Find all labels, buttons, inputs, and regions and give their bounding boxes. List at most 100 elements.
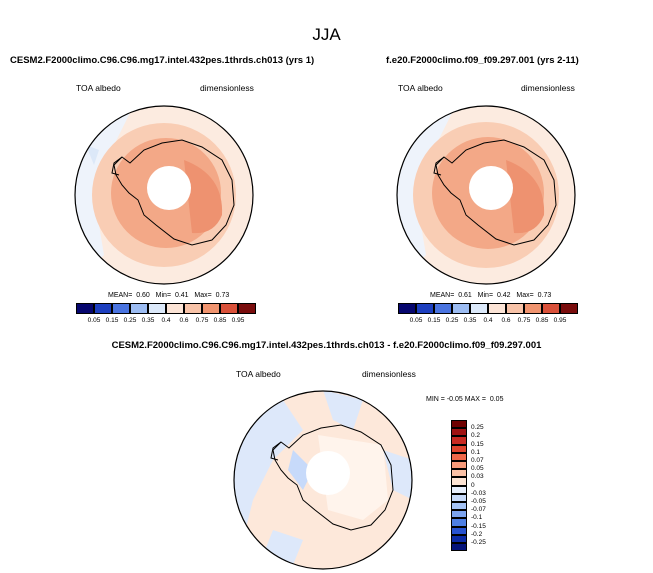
panel2-colorbar-ticks: 0.05 0.15 0.25 0.35 0.4 0.6 0.75 0.85 0.95 [398,317,578,327]
diff-colorbar-swatch [451,477,467,486]
diff-colorbar-tick: 0.2 [471,432,481,440]
panel2-colorbar-swatch [416,303,434,314]
panel1-colorbar-swatch [184,303,202,314]
panel1-colorbar-swatch [112,303,130,314]
diff-colorbar-tick: -0.2 [471,530,483,538]
diff-colorbar-tick: 0.15 [471,440,484,448]
panel2-colorbar-tick: 0.4 [483,317,493,324]
diff-min-value: -0.05 [446,396,463,403]
diff-colorbar: 0.25 0.2 0.15 0.1 0.07 0.05 0.03 0 -0.03 -0.05 -0.… [451,420,511,560]
diff-negative-region-west [234,400,303,550]
diff-colorbar-swatch [451,493,467,502]
panel2-variable: TOA albedo [398,83,443,93]
diff-negative-patch [288,450,313,490]
panel2-low-albedo-region [397,106,456,284]
diff-colorbar-tick: -0.25 [471,539,486,546]
panel1-colorbar-swatch [76,303,94,314]
panel2-colorbar-tick: 0.95 [553,317,567,324]
panel1-coastline [113,139,235,246]
diff-colorbar-swatch [451,502,467,511]
diff-colorbar-tick: -0.15 [471,522,486,530]
panel2-mean-label: MEAN= [430,292,455,299]
diff-colorbar-swatch [451,526,467,535]
diff-colorbar-swatch [451,543,467,552]
panel1-mean-label: MEAN= [108,292,133,299]
diff-colorbar-tick: 0.05 [471,465,484,473]
panel2-colorbar-tick: 0.05 [409,317,423,324]
diff-colorbar-swatch [451,420,467,429]
diff-max-value: 0.05 [489,396,504,403]
diff-colorbar-swatch [451,452,467,461]
panel2-colorbar-swatch [470,303,488,314]
panel1-colorbar-swatch [238,303,256,314]
panel2-coastline [435,139,557,246]
panel1-map-border [74,105,254,285]
diff-colorbar-tick: 0.1 [471,448,481,456]
diff-colorbar-tick: 0 [471,481,475,489]
panel2-colorbar-tick: 0.75 [517,317,531,324]
diff-map-border [233,390,413,570]
panel1-colorbar-swatch [148,303,166,314]
diff-colorbar-tick: -0.1 [471,514,483,522]
panel2-map-border [396,105,576,285]
panel2-colorbar [398,303,578,314]
diff-minmax: MIN = -0.05 MAX = 0.05 [426,396,503,403]
panel2-colorbar-tick: 0.85 [535,317,549,324]
panel1-colorbar-tick: 0.75 [195,317,209,324]
diff-coastline [272,424,394,531]
panel1-colorbar-swatch [94,303,112,314]
diff-negative-region-east [383,450,412,500]
panel2-colorbar-swatch [524,303,542,314]
diff-max-label: MAX = [464,396,486,403]
panel1-colorbar [76,303,256,314]
diff-negative-region-north [323,391,363,430]
panel2-colorbar-swatch [506,303,524,314]
panel2-colorbar-swatch [452,303,470,314]
diff-colorbar-swatch [451,485,467,494]
panel1-colorbar-tick: 0.05 [87,317,101,324]
diff-units: dimensionless [362,369,416,379]
panel1-colorbar-swatch [166,303,184,314]
figure-title: JJA [312,25,341,44]
panel2-colorbar-tick: 0.15 [427,317,441,324]
diff-colorbar-swatch [451,444,467,453]
panel2-peninsula [433,156,445,176]
panel2-colorbar-swatch [398,303,416,314]
diff-peninsula [270,441,282,461]
panel2-colorbar-swatch [488,303,506,314]
diff-min-label: MIN = [426,396,445,403]
panel1-stats: MEAN= 0.60 Min= 0.41 Max= 0.73 [108,292,229,299]
diff-colorbar-swatch [451,461,467,470]
panel1-min-label: Min= [155,292,172,299]
panel2-colorbar-swatch [542,303,560,314]
panel1-mean-value: 0.60 [136,292,150,299]
panel1-colorbar-swatch [202,303,220,314]
panel2-polar-gap [469,166,513,210]
panel2-colorbar-swatch [434,303,452,314]
diff-title: CESM2.F2000climo.C96.C96.mg17.intel.432p… [111,340,542,351]
panel2-units: dimensionless [521,83,575,93]
panel1-colorbar-tick: 0.35 [141,317,155,324]
panel1-colorbar-tick: 0.6 [179,317,189,324]
panel1-colorbar-tick: 0.85 [213,317,227,324]
diff-colorbar-tick: 0.03 [471,473,484,481]
panel1-variable: TOA albedo [76,83,121,93]
panel2-min-label: Min= [477,292,494,299]
panel1-polar-gap [147,166,191,210]
panel1-colorbar-tick: 0.95 [231,317,245,324]
panel2-stats: MEAN= 0.61 Min= 0.42 Max= 0.73 [430,292,551,299]
panel2-mean-value: 0.61 [458,292,472,299]
panel1-peninsula [111,156,123,176]
diff-colorbar-tick: 0.07 [471,457,484,464]
diff-colorbar-tick: -0.03 [471,489,486,497]
panel1-max-label: Max= [194,292,212,299]
panel2-colorbar-tick: 0.35 [463,317,477,324]
panel1-colorbar-tick: 0.25 [123,317,137,324]
diff-colorbar-swatch [451,469,467,478]
diff-colorbar-swatch [451,428,467,437]
panel2-east-antarctic-high [506,160,545,234]
panel2-min-value: 0.42 [496,292,511,299]
diff-polar-gap [306,451,350,495]
panel2-case-title: f.e20.F2000climo.f09_f09.297.001 (yrs 2-… [386,55,579,66]
panel1-colorbar-swatch [130,303,148,314]
